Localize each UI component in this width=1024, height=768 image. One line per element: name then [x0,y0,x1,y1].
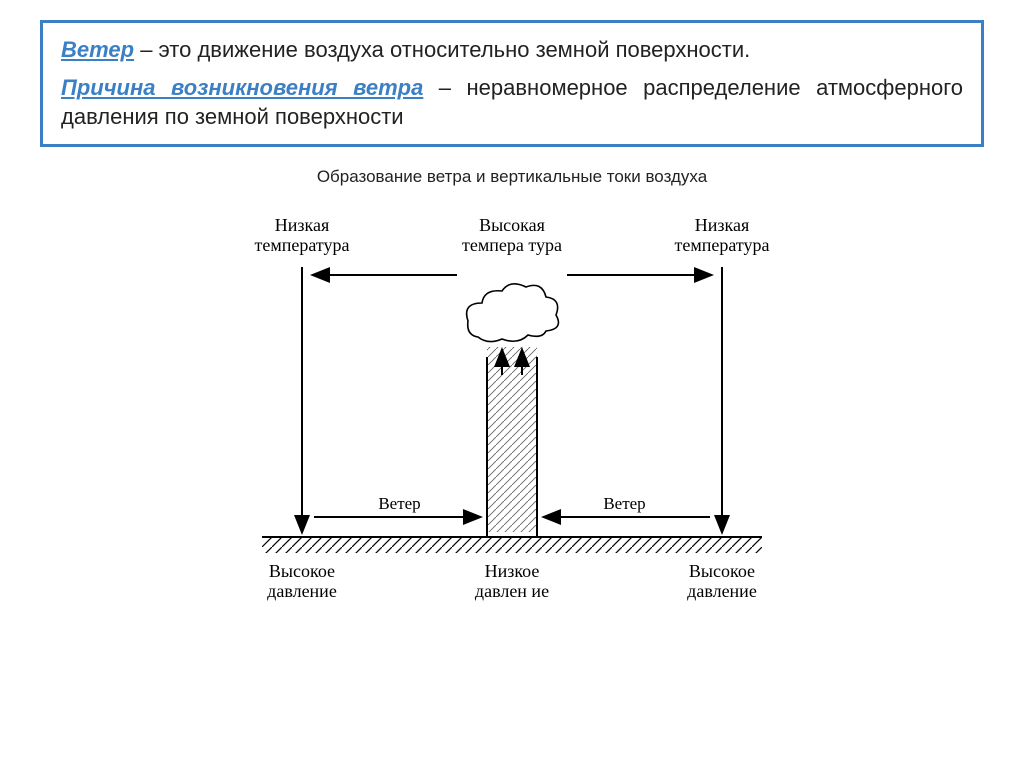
wind-def-text: – это движение воздуха относительно земн… [134,37,750,62]
svg-text:Высокая: Высокая [479,215,545,235]
svg-text:давление: давление [267,581,337,601]
svg-text:Низкая: Низкая [695,215,749,235]
wind-definition: Ветер – это движение воздуха относительн… [61,35,963,65]
cause-term: Причина возникновения ветра [61,75,423,100]
definition-box: Ветер – это движение воздуха относительн… [40,20,984,147]
svg-text:давление: давление [687,581,757,601]
svg-text:Низкое: Низкое [485,561,540,581]
diagram-title: Образование ветра и вертикальные токи во… [40,167,984,187]
diagram-container: НизкаятемператураВысокаятемпера тураНизк… [40,197,984,627]
wind-formation-diagram: НизкаятемператураВысокаятемпера тураНизк… [232,197,792,627]
wind-term: Ветер [61,37,134,62]
svg-text:Низкая: Низкая [275,215,329,235]
svg-text:давлен ие: давлен ие [475,581,549,601]
svg-text:Ветер: Ветер [378,494,420,513]
svg-text:температура: температура [254,235,349,255]
svg-text:температура: температура [674,235,769,255]
svg-text:Высокое: Высокое [689,561,755,581]
svg-text:Ветер: Ветер [603,494,645,513]
cause-definition: Причина возникновения ветра – неравномер… [61,73,963,132]
svg-text:Высокое: Высокое [269,561,335,581]
svg-text:темпера тура: темпера тура [462,235,562,255]
